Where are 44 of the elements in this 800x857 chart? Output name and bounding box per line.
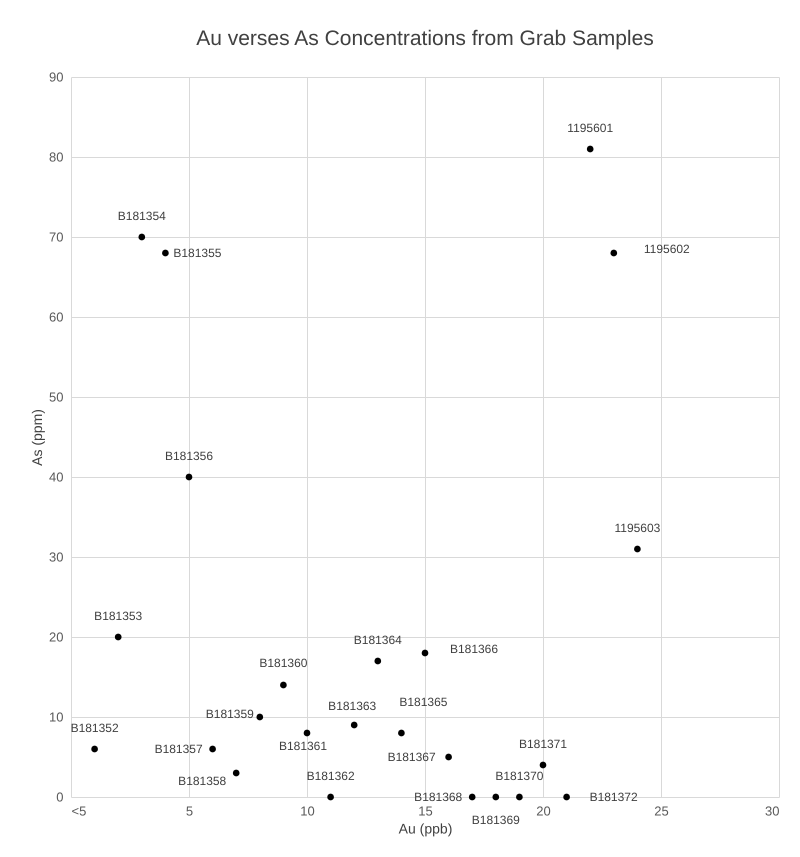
- x-tick-label: 25: [654, 804, 669, 818]
- annotation: B181357: [154, 742, 203, 756]
- x-tick-label: 10: [300, 804, 315, 818]
- annotation: 1195601: [567, 121, 614, 135]
- y-tick-label: 40: [49, 470, 64, 484]
- annotation: B181352: [70, 721, 119, 735]
- x-tick-label: 5: [186, 804, 194, 818]
- y-tick-label: 0: [56, 790, 64, 804]
- annotation: B181369: [472, 813, 520, 827]
- x-tick-label: <5: [72, 804, 86, 818]
- x-axis-title: Au (ppb): [398, 820, 452, 836]
- y-tick-label: 70: [49, 230, 64, 244]
- annotation: B181362: [306, 769, 355, 783]
- y-tick-label: 50: [49, 390, 64, 404]
- x-tick-label: 30: [765, 804, 780, 818]
- annotation: B181371: [518, 737, 568, 751]
- annotation: B181358: [178, 774, 227, 788]
- annotation: B181356: [164, 449, 214, 463]
- x-tick-label: 20: [536, 804, 551, 818]
- y-tick-label: 80: [49, 150, 64, 164]
- y-tick-label: 90: [49, 70, 64, 84]
- annotation: B181365: [399, 695, 448, 709]
- annotation: B181372: [590, 790, 638, 804]
- x-tick-label: 15: [418, 804, 433, 818]
- annotation: B181370: [495, 769, 544, 783]
- annotation: B181361: [278, 739, 328, 753]
- annotation: B181359: [206, 707, 254, 721]
- y-tick-label: 10: [49, 710, 64, 724]
- annotation: B181366: [450, 642, 498, 656]
- annotation: B181367: [388, 750, 436, 764]
- annotation: B181354: [118, 209, 166, 223]
- annotation: B181368: [414, 790, 463, 804]
- annotation: 1195602: [644, 242, 690, 256]
- y-tick-label: 30: [49, 550, 64, 564]
- y-tick-label: 60: [49, 310, 64, 324]
- chart-title: Au verses As Concentrations from Grab Samples: [196, 27, 654, 50]
- annotation: B181353: [94, 609, 143, 623]
- y-tick-label: 20: [49, 630, 64, 644]
- annotation: B181355: [173, 246, 222, 260]
- annotation: B181364: [354, 633, 402, 647]
- annotation: 1195603: [614, 521, 661, 535]
- y-axis-title: As (ppm): [29, 409, 46, 466]
- annotation: B181363: [328, 699, 377, 713]
- annotation: B181360: [259, 656, 308, 670]
